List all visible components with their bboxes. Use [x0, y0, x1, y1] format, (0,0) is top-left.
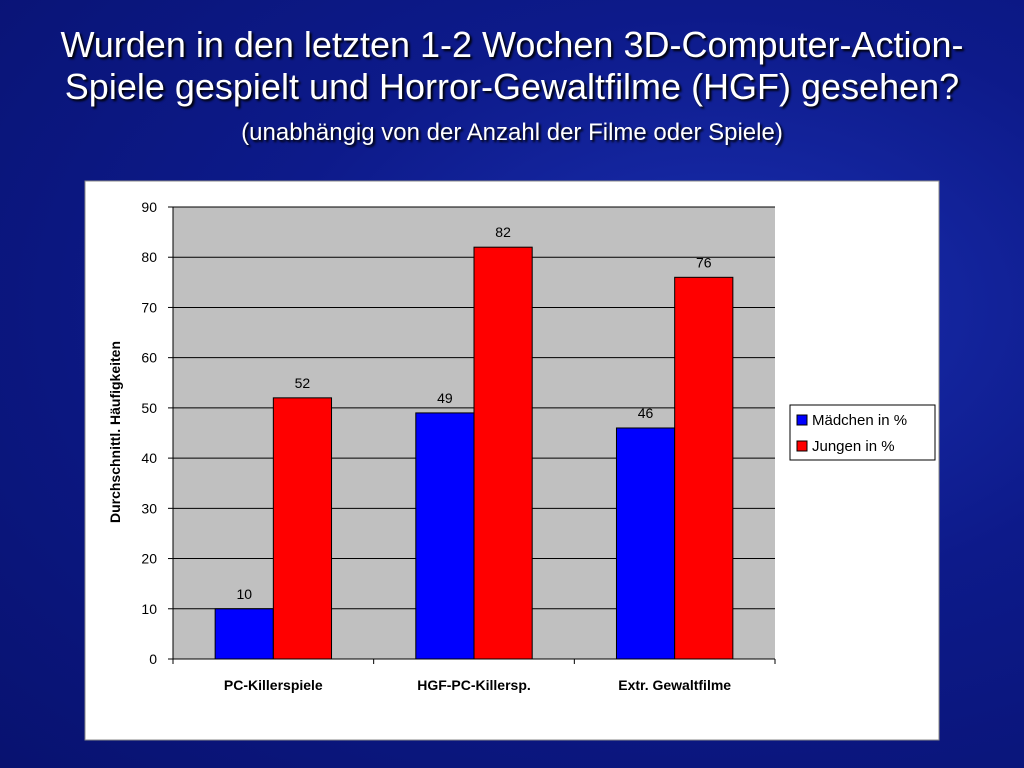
y-tick-label: 30 [141, 500, 157, 516]
y-tick-label: 10 [141, 601, 157, 617]
slide-title: Wurden in den letzten 1-2 Wochen 3D-Comp… [0, 24, 1024, 108]
x-tick-label: PC-Killerspiele [224, 677, 323, 693]
x-tick-label: Extr. Gewaltfilme [618, 677, 731, 693]
legend-label: Mädchen in % [812, 412, 907, 429]
bar [214, 608, 274, 660]
y-tick-label: 20 [141, 551, 157, 567]
legend-box [789, 404, 936, 461]
y-tick-label: 80 [141, 249, 157, 265]
value-label: 76 [696, 254, 712, 270]
value-label: 82 [495, 224, 511, 240]
value-label: 49 [437, 390, 453, 406]
y-tick-label: 60 [141, 350, 157, 366]
y-axis-title: Durchschnittl. Häufigkeiten [107, 341, 123, 523]
subtitle: (unabhängig von der Anzahl der Filme ode… [241, 119, 783, 146]
bar [473, 246, 533, 660]
bar [674, 276, 734, 660]
y-tick-label: 70 [141, 299, 157, 315]
legend-label: Jungen in % [812, 438, 895, 455]
title-line: Spiele gespielt und Horror-Gewaltfilme (… [64, 66, 960, 107]
y-tick-label: 90 [141, 199, 157, 215]
y-tick-label: 40 [141, 450, 157, 466]
bar [615, 427, 676, 660]
value-label: 52 [295, 375, 311, 391]
bar [272, 397, 333, 660]
value-label: 10 [236, 586, 252, 602]
legend-swatch [796, 440, 808, 452]
value-label: 46 [638, 405, 654, 421]
bar [415, 412, 475, 660]
legend-swatch [796, 414, 808, 426]
x-tick-label: HGF-PC-Killersp. [417, 677, 531, 693]
y-tick-label: 0 [149, 651, 157, 667]
title-line: Wurden in den letzten 1-2 Wochen 3D-Comp… [60, 24, 964, 65]
y-tick-label: 50 [141, 400, 157, 416]
